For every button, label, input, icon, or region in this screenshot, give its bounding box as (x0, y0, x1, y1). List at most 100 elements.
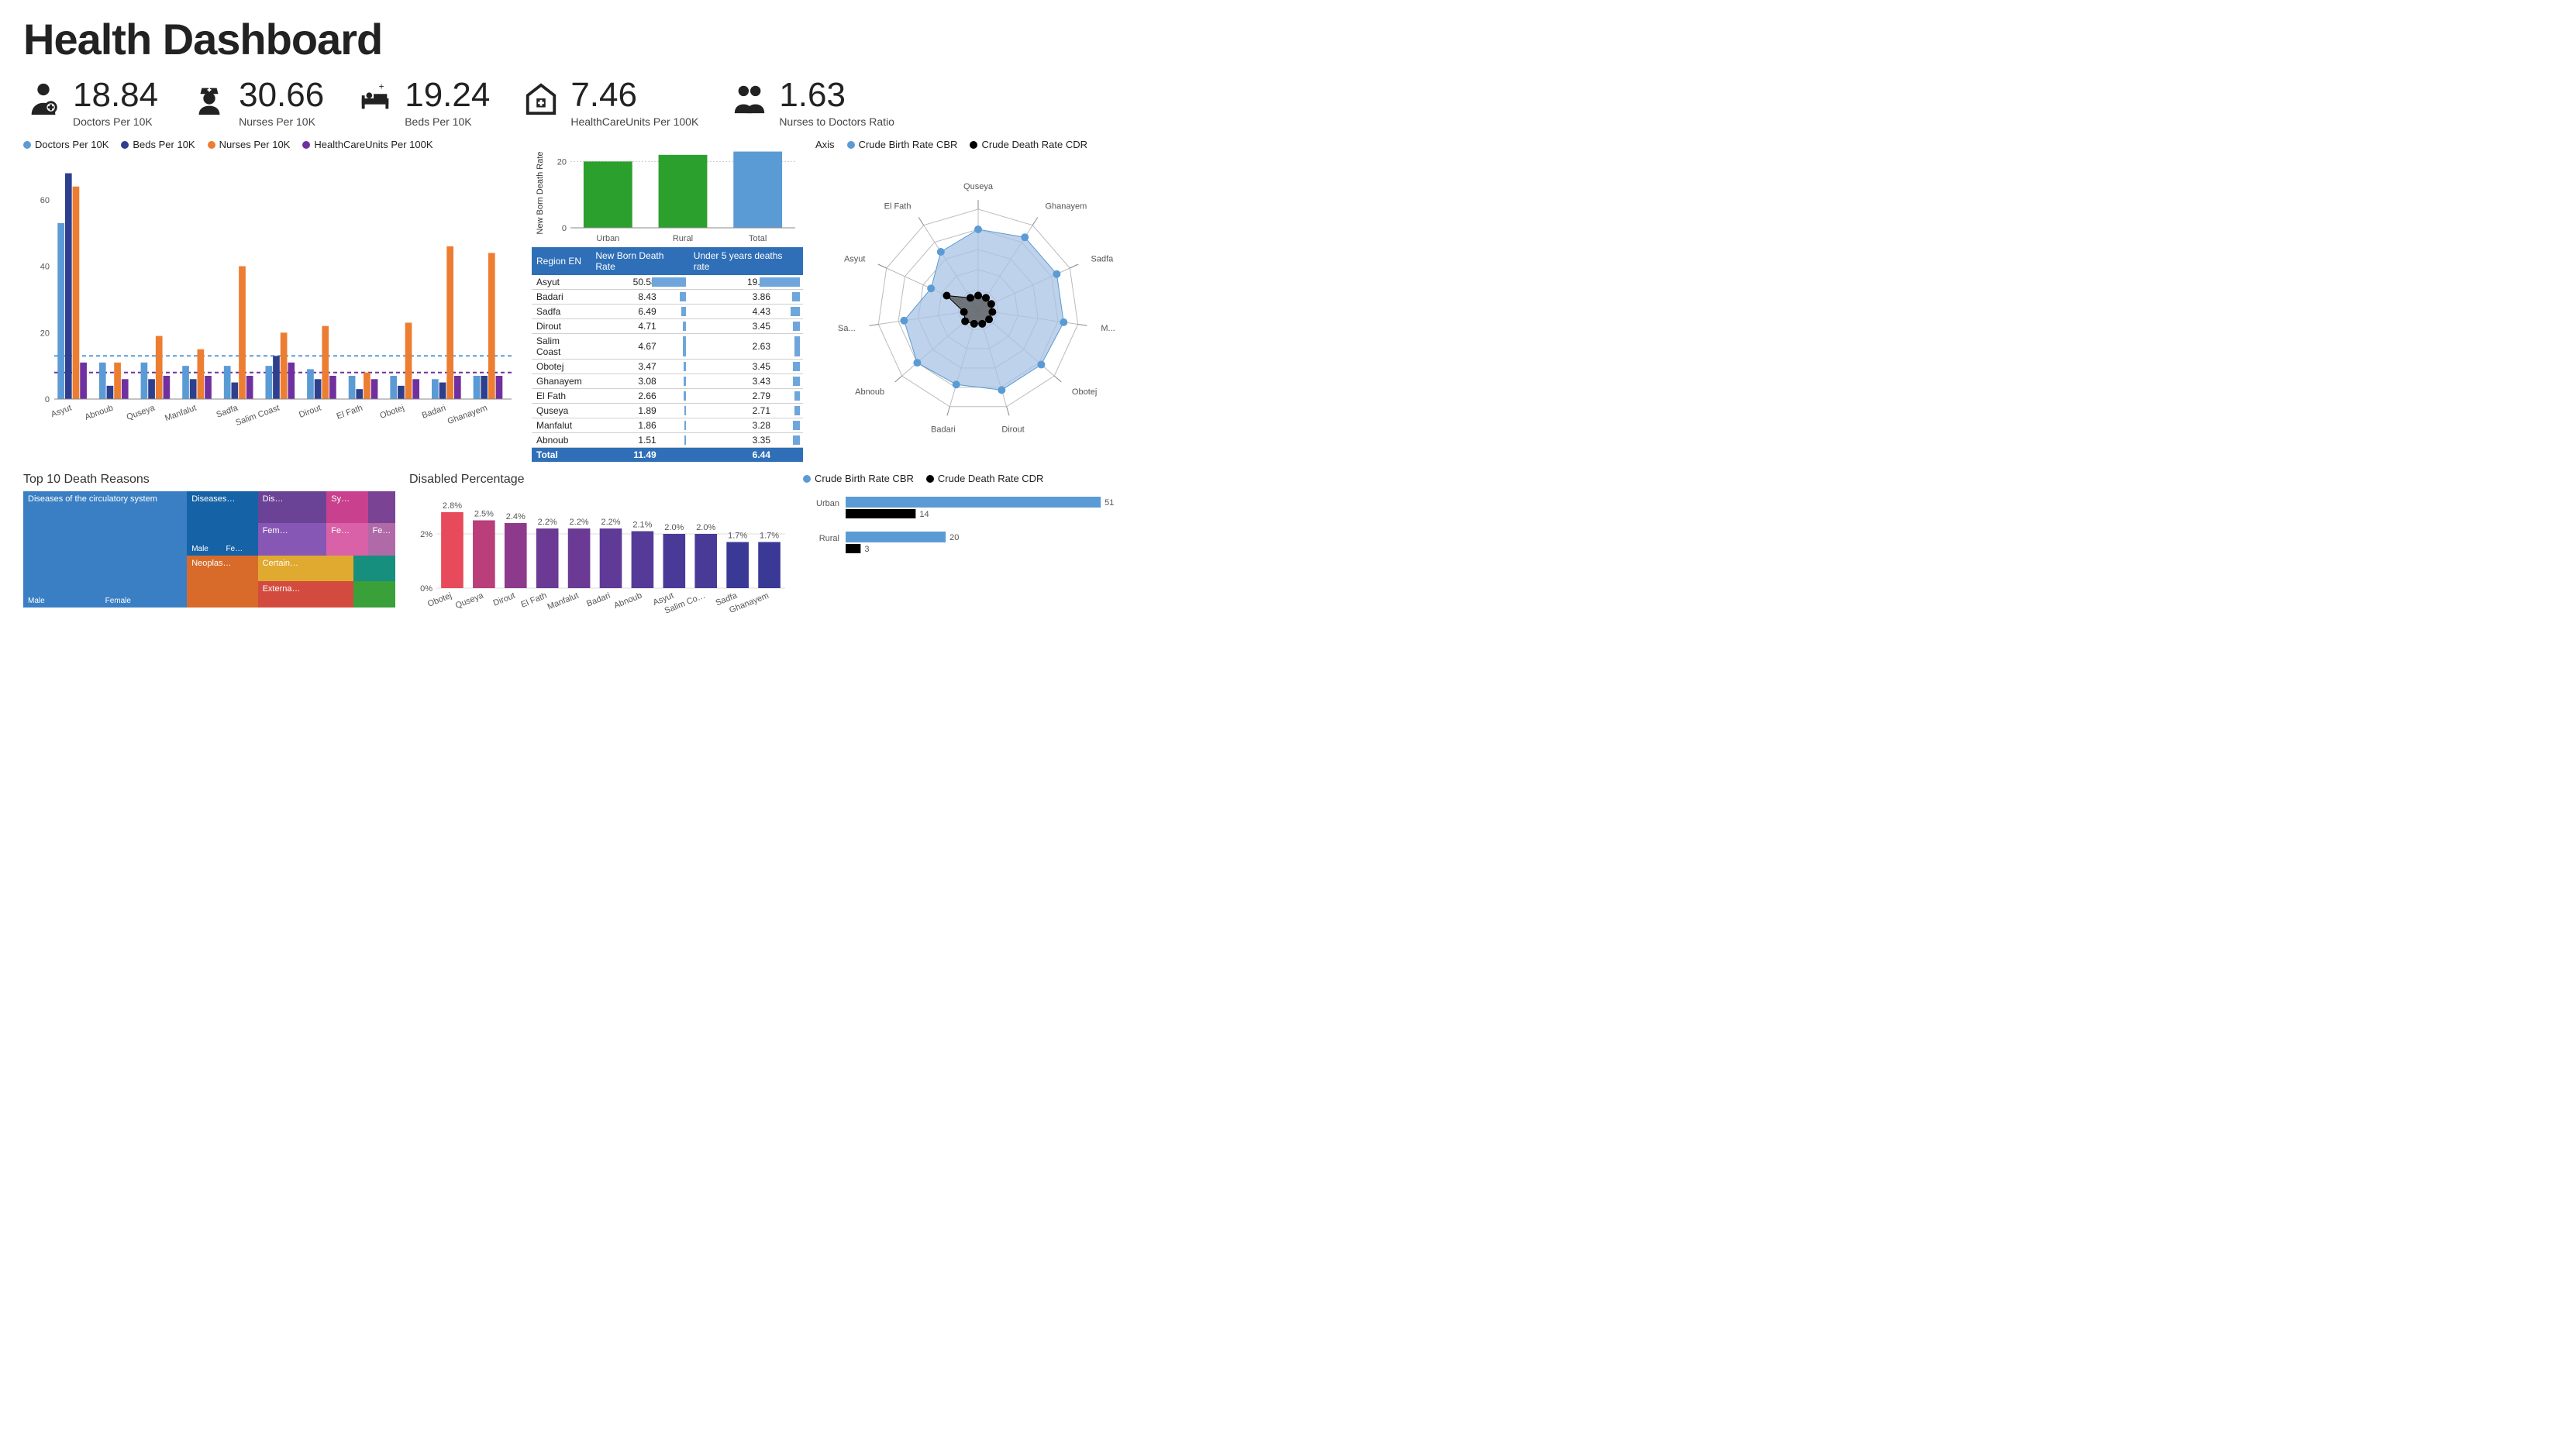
crude-legend: Crude Birth Rate CBR Crude Death Rate CDR (803, 473, 1136, 484)
kpi-value: 19.24 (405, 78, 490, 112)
svg-text:60: 60 (40, 196, 50, 205)
legend-item: Nurses Per 10K (208, 139, 291, 150)
mortality-table[interactable]: Region ENNew Born Death RateUnder 5 year… (532, 247, 803, 462)
legend-item: Crude Death Rate CDR (970, 139, 1087, 150)
kpi-label: Nurses to Doctors Ratio (779, 115, 894, 128)
radar-chart[interactable]: QuseyaGhanayemSadfaM...ObotejDiroutBadar… (815, 155, 1141, 449)
treemap-block[interactable]: Fem… (258, 523, 327, 555)
svg-text:Abnoub: Abnoub (612, 591, 643, 611)
svg-text:El Fath: El Fath (336, 404, 364, 422)
table-header[interactable]: New Born Death Rate (591, 247, 688, 275)
svg-text:Sadfa: Sadfa (215, 403, 240, 419)
svg-text:Abnoub: Abnoub (84, 404, 115, 422)
treemap-block[interactable] (353, 556, 395, 582)
svg-text:Obotej: Obotej (1072, 387, 1097, 397)
treemap-panel: Top 10 Death Reasons Diseases of the cir… (23, 473, 395, 627)
treemap-block[interactable] (353, 581, 395, 608)
table-header[interactable]: Region EN (532, 247, 591, 275)
svg-text:2.0%: 2.0% (696, 523, 715, 532)
legend-item: Crude Birth Rate CBR (803, 473, 914, 484)
table-row[interactable]: Sadfa6.494.43 (532, 305, 803, 319)
kpi-units: 7.46HealthCareUnits Per 100K (521, 78, 698, 128)
nurse-doctor-pair-icon (729, 78, 770, 119)
svg-text:20: 20 (40, 329, 50, 338)
table-row[interactable]: Manfalut1.863.28 (532, 418, 803, 433)
treemap-chart[interactable]: Diseases of the circulatory systemMaleFe… (23, 491, 395, 608)
svg-text:Badari: Badari (585, 591, 612, 609)
kpi-ratio: 1.63 Nurses to Doctors Ratio (729, 78, 894, 128)
table-row[interactable]: Ghanayem3.083.43 (532, 374, 803, 389)
crude-hbar-chart[interactable]: Urban5114Rural203 (803, 489, 1136, 578)
treemap-block[interactable]: Neoplas… (187, 556, 257, 608)
svg-text:Rural: Rural (819, 534, 839, 543)
svg-text:2.8%: 2.8% (443, 501, 462, 511)
svg-text:Salim Coast: Salim Coast (234, 404, 281, 429)
svg-text:M...: M... (1101, 324, 1115, 333)
legend-item: Crude Birth Rate CBR (847, 139, 958, 150)
legend-item: Doctors Per 10K (23, 139, 109, 150)
table-row[interactable]: Dirout4.713.45 (532, 319, 803, 334)
svg-text:El Fath: El Fath (884, 201, 911, 211)
table-row[interactable]: Asyut50.5819.18 (532, 275, 803, 290)
svg-text:Dirout: Dirout (1001, 425, 1024, 435)
treemap-block[interactable]: Fe… (368, 523, 395, 555)
table-row[interactable]: Salim Coast4.672.63 (532, 334, 803, 360)
table-row[interactable]: Obotej3.473.45 (532, 360, 803, 374)
legend-item: HealthCareUnits Per 100K (302, 139, 432, 150)
svg-text:1.7%: 1.7% (760, 532, 779, 541)
treemap-block[interactable]: Dis… (258, 491, 327, 523)
svg-text:Obotej: Obotej (379, 404, 406, 421)
kpi-doctors: 18.84 Doctors Per 10K (23, 78, 158, 128)
svg-text:New Born Death Rate: New Born Death Rate (536, 152, 545, 235)
table-header[interactable]: Under 5 years deaths rate (689, 247, 803, 275)
svg-text:0: 0 (562, 224, 567, 233)
treemap-block[interactable] (368, 491, 395, 523)
table-row[interactable]: El Fath2.662.79 (532, 389, 803, 404)
svg-text:20: 20 (557, 157, 567, 167)
svg-text:+: + (379, 83, 384, 92)
radar-legend: Axis Crude Birth Rate CBR Crude Death Rate… (815, 139, 1141, 150)
svg-text:2.5%: 2.5% (474, 510, 494, 519)
svg-text:14: 14 (919, 510, 929, 519)
treemap-title: Top 10 Death Reasons (23, 473, 395, 487)
svg-text:0: 0 (45, 395, 50, 404)
svg-text:Asyut: Asyut (844, 255, 866, 264)
kpi-value: 18.84 (73, 78, 158, 112)
kpi-label: Doctors Per 10K (73, 115, 158, 128)
svg-text:2%: 2% (420, 530, 432, 539)
table-row[interactable]: Abnoub1.513.35 (532, 433, 803, 448)
svg-text:Ghanayem: Ghanayem (1046, 201, 1087, 211)
treemap-block[interactable]: Diseases of the circulatory systemMaleFe… (23, 491, 187, 608)
axis-label: Axis (815, 139, 835, 150)
crude-hbar-panel: Crude Birth Rate CBR Crude Death Rate CDR… (803, 473, 1136, 627)
legend-item: Crude Death Rate CDR (926, 473, 1044, 484)
svg-text:Ghanayem: Ghanayem (446, 404, 489, 427)
svg-text:Manfalut: Manfalut (546, 591, 581, 612)
radar-panel: Axis Crude Birth Rate CBR Crude Death Rate… (815, 139, 1141, 462)
treemap-block[interactable]: Certain… (258, 556, 354, 582)
kpi-label: Beds Per 10K (405, 115, 490, 128)
grouped-bar-panel: Doctors Per 10KBeds Per 10KNurses Per 10… (23, 139, 519, 462)
svg-text:2.2%: 2.2% (570, 518, 589, 527)
treemap-block[interactable]: Externa… (258, 581, 354, 608)
table-row[interactable]: Quseya1.892.71 (532, 404, 803, 418)
svg-text:0%: 0% (420, 584, 432, 594)
svg-text:20: 20 (949, 533, 959, 542)
svg-text:Total: Total (749, 234, 767, 243)
svg-text:Asyut: Asyut (50, 404, 73, 420)
svg-text:Dirout: Dirout (492, 591, 517, 608)
table-total-row: Total11.496.44 (532, 448, 803, 463)
kpi-value: 1.63 (779, 78, 894, 112)
treemap-block[interactable]: Sy… (326, 491, 367, 523)
svg-text:2.0%: 2.0% (664, 523, 684, 532)
newborn-bar-chart[interactable]: New Born Death Rate200UrbanRuralTotal (532, 139, 803, 247)
treemap-block[interactable]: Diseases…MaleFe… (187, 491, 257, 556)
grouped-bar-chart[interactable]: 0204060AsyutAbnoubQuseyaManfalutSadfaSal… (23, 155, 519, 449)
svg-text:2.2%: 2.2% (601, 518, 620, 527)
kpi-value: 7.46 (570, 78, 698, 112)
svg-text:Abnoub: Abnoub (855, 387, 884, 397)
svg-text:51: 51 (1104, 498, 1114, 508)
table-row[interactable]: Badari8.433.86 (532, 290, 803, 305)
disabled-bar-chart[interactable]: 0%2%2.8%Obotej2.5%Quseya2.4%Dirout2.2%El… (409, 491, 789, 627)
treemap-block[interactable]: Fe… (326, 523, 367, 555)
